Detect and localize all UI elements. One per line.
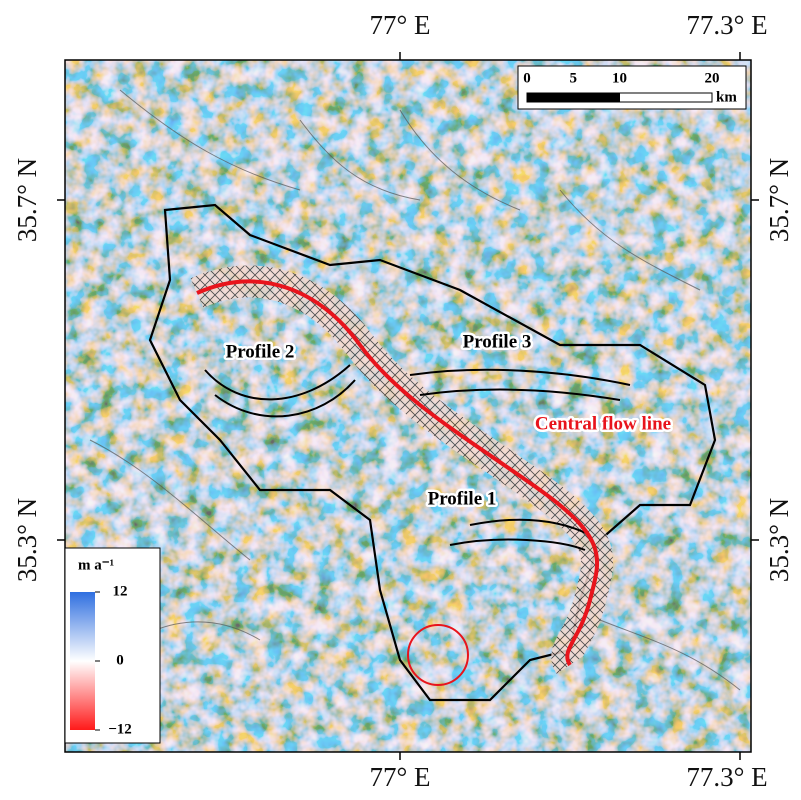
scale-tick-label: 0 [523,70,531,86]
scale-segment [527,93,573,102]
lat-label: 35.7° N [764,158,794,242]
lon-label: 77° E [369,10,430,40]
lon-label: 77° E [369,762,430,792]
lat-label: 35.7° N [12,158,42,242]
scale-unit: km [716,89,737,105]
flow-line-label: Central flow line [535,413,671,434]
scale-segment [620,93,713,102]
profile-label: Profile 1 [428,488,497,509]
colorbar-tick-label: −12 [108,721,132,737]
lon-label: 77.3° E [686,10,767,40]
colorbar-tick-label: 0 [116,652,124,668]
scale-tick-label: 10 [612,70,627,86]
lat-label: 35.3° N [764,498,794,582]
map-figure: Profile 2 Profile 3 Profile 1 Central fl… [0,0,801,800]
scale-tick-label: 20 [705,70,720,86]
colorbar [70,592,95,730]
lon-label: 77.3° E [686,762,767,792]
profile-label: Profile 2 [226,341,295,362]
legend-title: m a⁻¹ [78,557,114,573]
scale-tick-label: 5 [570,70,578,86]
lat-label: 35.3° N [12,498,42,582]
scale-segment [573,93,619,102]
colorbar-tick-label: 12 [113,583,128,599]
profile-label: Profile 3 [463,331,532,352]
